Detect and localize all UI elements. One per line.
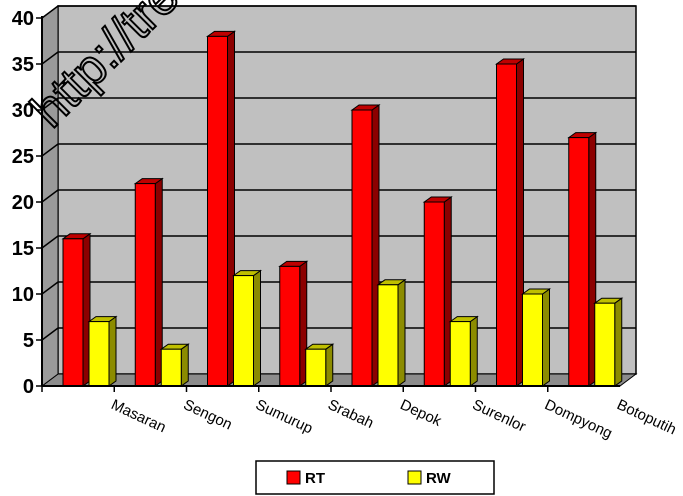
gridline xyxy=(41,143,636,157)
y-tick-label: 15 xyxy=(12,238,34,260)
legend-swatch-rw xyxy=(407,470,422,485)
bar-front xyxy=(594,302,616,387)
y-tick-label: 20 xyxy=(12,192,34,214)
bar-side xyxy=(614,297,623,387)
bar-side xyxy=(253,269,261,387)
bar-rt-sengon xyxy=(133,177,164,387)
gridline xyxy=(41,5,636,19)
bar-rt-surenlor xyxy=(422,196,453,387)
gridline xyxy=(41,189,636,203)
legend: RT RW xyxy=(255,460,495,495)
bar-rw-sengon xyxy=(159,343,190,387)
bar-front xyxy=(423,201,445,387)
bar-rt-masaran xyxy=(61,232,92,387)
x-tick-label: Botoputih xyxy=(614,396,679,438)
y-tick-label: 25 xyxy=(12,146,34,168)
gridline xyxy=(41,97,636,111)
bar-side xyxy=(325,343,334,387)
y-tick-label: 5 xyxy=(23,330,34,352)
x-tick-label: Depok xyxy=(397,396,444,430)
bar-front xyxy=(207,35,228,387)
bar-front xyxy=(160,348,182,387)
bar-rw-masaran xyxy=(87,315,118,387)
bar-front xyxy=(279,265,301,387)
y-tick-label: 0 xyxy=(23,376,34,398)
bar-side xyxy=(469,315,478,387)
legend-swatch-rt xyxy=(286,470,301,485)
bar-rw-dompyong xyxy=(520,288,552,387)
bar-front xyxy=(88,321,110,387)
bar-front xyxy=(62,238,84,387)
legend-label-rw: RW xyxy=(426,470,452,487)
bar-rw-depok xyxy=(376,278,407,387)
bar-rt-srabah xyxy=(278,260,309,387)
bar-front xyxy=(134,183,156,387)
bar-front xyxy=(351,109,373,387)
bar-rt-dompyong xyxy=(494,58,526,387)
bar-side xyxy=(180,343,189,387)
x-tick-label: Sumurup xyxy=(253,396,315,437)
bar-rt-sumurup xyxy=(205,30,237,387)
y-tick-label: 30 xyxy=(12,100,34,122)
bar-rw-sumurup xyxy=(231,269,263,387)
bar-side xyxy=(108,315,117,387)
bar-front xyxy=(377,284,399,387)
bar-rw-botoputih xyxy=(593,297,624,387)
bar-front xyxy=(522,293,543,387)
bar-front xyxy=(568,137,590,387)
bar-front xyxy=(449,321,471,387)
y-tick-label: 40 xyxy=(12,8,34,30)
x-tick-label: Dompyong xyxy=(542,396,615,442)
bar-side xyxy=(397,278,406,387)
bar-front xyxy=(305,348,327,387)
bar-rt-botoputih xyxy=(567,131,598,387)
y-tick-label: 35 xyxy=(12,54,34,76)
bar-front xyxy=(233,275,254,387)
x-tick-label: Sengon xyxy=(181,396,235,433)
x-tick-label: Srabah xyxy=(325,396,376,432)
bar-rw-srabah xyxy=(304,343,335,387)
bar-front xyxy=(496,63,517,387)
x-axis-ticks: Masaran Sengon Sumurup Srabah Depok Surenlor D… xyxy=(41,386,679,442)
bars xyxy=(61,30,624,387)
bar-side xyxy=(542,288,550,387)
legend-label-rt: RT xyxy=(305,470,325,487)
bar-rw-surenlor xyxy=(448,315,479,387)
y-axis-ticks: 0 5 10 15 20 25 30 35 40 xyxy=(12,8,42,398)
x-tick-label: Surenlor xyxy=(470,396,529,435)
gridline xyxy=(41,51,636,65)
bar-rt-depok xyxy=(350,104,381,387)
y-tick-label: 10 xyxy=(12,284,34,306)
x-tick-label: Masaran xyxy=(108,396,168,436)
